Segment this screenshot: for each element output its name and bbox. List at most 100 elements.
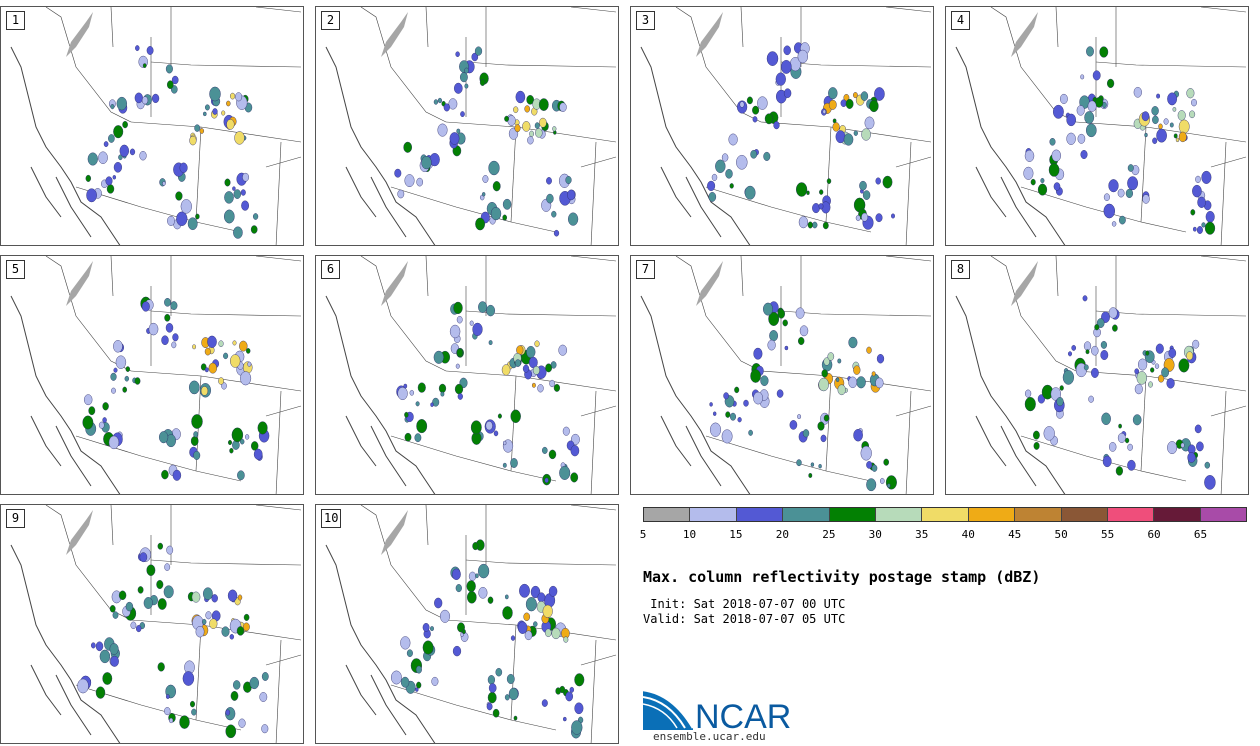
reflectivity-cell [98,421,105,429]
reflectivity-cell [753,347,763,360]
map-boundary-line [55,425,92,487]
member-map-10 [325,505,617,743]
map-boundary-line [975,415,1007,467]
reflectivity-cell [852,92,858,99]
reflectivity-cell [437,123,448,137]
reflectivity-cell [469,320,474,326]
map-boundary-line [325,295,436,494]
reflectivity-cell [517,621,528,634]
reflectivity-cell [166,80,174,89]
reflectivity-cell [1117,432,1126,443]
reflectivity-cell [165,64,173,74]
map-boundary-line [510,624,517,721]
reflectivity-cell [229,447,234,454]
reflectivity-cell [209,86,221,102]
reflectivity-cell [544,477,549,483]
reflectivity-cell [103,141,109,148]
colorbar-tick: 10 [682,528,697,541]
reflectivity-cell [1117,188,1125,198]
map-boundary-line [360,505,447,621]
reflectivity-cell [789,420,798,430]
reflectivity-cell [118,154,123,161]
reflectivity-cell [1167,92,1178,106]
reflectivity-cell [190,436,199,446]
map-boundary-line [10,295,121,494]
reflectivity-cell [822,109,827,114]
reflectivity-cell [438,383,447,393]
reflectivity-cell [1024,389,1032,398]
reflectivity-cell [456,348,464,357]
lake-shape [696,261,723,306]
reflectivity-cell [506,673,515,684]
map-boundary-line [390,435,557,482]
reflectivity-cell [568,212,579,226]
reflectivity-cell [1080,74,1085,80]
reflectivity-cell [456,316,463,324]
reflectivity-cell [113,161,123,173]
reflectivity-cell [134,377,141,385]
reflectivity-cell [534,122,540,129]
reflectivity-cell [721,153,729,162]
reflectivity-cell [840,99,847,107]
reflectivity-cell [1178,119,1190,134]
reflectivity-cell [135,45,140,51]
reflectivity-cell [1180,442,1185,448]
reflectivity-cell [259,692,268,702]
reflectivity-cell [544,628,552,638]
lake-shape [66,261,93,306]
reflectivity-cell [783,88,792,98]
map-boundary-line [465,559,617,566]
reflectivity-cell [163,585,174,599]
reflectivity-cell [835,130,846,144]
member-map-8 [955,256,1247,494]
reflectivity-cell [796,182,808,197]
reflectivity-cell [887,483,891,488]
lake-shape [381,261,408,306]
reflectivity-cell [204,347,211,356]
reflectivity-cell [856,376,866,389]
reflectivity-cell [1205,210,1215,223]
reflectivity-cell [202,587,213,600]
reflectivity-cell [711,173,718,181]
reflectivity-cell [247,361,252,367]
member-number-label: 3 [636,11,655,30]
reflectivity-cell [507,115,516,126]
reflectivity-cell [417,382,426,393]
reflectivity-cell [234,131,245,145]
reflectivity-cell [169,717,174,724]
reflectivity-cell [249,676,260,690]
reflectivity-cell [798,216,809,229]
map-boundary-line [370,425,407,487]
reflectivity-cell [1024,149,1035,162]
colorbar-segment [1154,508,1201,521]
reflectivity-cell [510,409,521,424]
reflectivity-cell [1108,307,1118,319]
reflectivity-cell [1030,178,1036,186]
reflectivity-cell [261,724,269,734]
reflectivity-cell [818,203,824,210]
map-boundary-line [570,7,617,13]
reflectivity-cell [172,469,182,481]
colorbar-tick: 50 [1054,528,1068,541]
reflectivity-cell [1094,324,1100,331]
map-boundary-line [345,664,377,716]
reflectivity-cell [743,399,749,407]
reflectivity-cell [416,419,428,434]
reflectivity-cell [752,105,760,115]
reflectivity-cell [109,605,116,613]
map-boundary-line [1140,375,1147,472]
map-boundary-line [955,295,1066,494]
reflectivity-cell [860,445,872,461]
reflectivity-cell [404,432,412,442]
reflectivity-cell [570,472,579,483]
reflectivity-cell [204,367,209,373]
reflectivity-cell [1103,193,1110,201]
map-boundary-line [675,7,762,123]
reflectivity-cell [848,336,858,349]
reflectivity-cell [551,210,557,218]
reflectivity-cell [225,709,231,716]
reflectivity-cell [760,375,769,386]
reflectivity-cell [207,335,217,348]
colorbar-segment [644,508,691,521]
reflectivity-cell [563,636,569,643]
